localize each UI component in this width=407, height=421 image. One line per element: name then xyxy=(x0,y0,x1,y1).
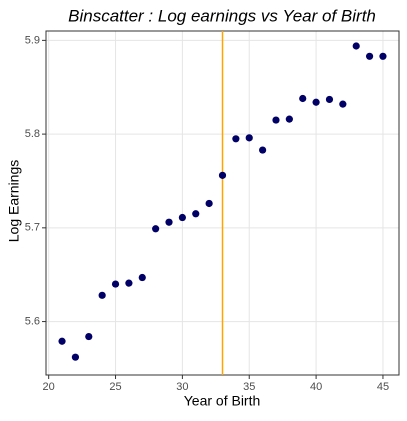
point xyxy=(192,210,200,218)
point xyxy=(178,213,186,222)
point xyxy=(299,94,307,103)
point xyxy=(379,52,387,60)
point xyxy=(312,98,320,106)
point xyxy=(152,225,160,233)
point xyxy=(352,42,360,50)
y-tick-label: 5.6 xyxy=(25,315,40,327)
point xyxy=(205,199,213,208)
x-tick-label: 35 xyxy=(243,381,255,393)
x-tick-label: 40 xyxy=(310,381,322,393)
point xyxy=(125,279,133,287)
y-tick-label: 5.9 xyxy=(25,34,40,46)
point xyxy=(111,280,120,288)
point xyxy=(339,100,347,108)
point xyxy=(138,273,146,282)
point xyxy=(71,353,80,361)
point xyxy=(272,116,280,124)
point xyxy=(218,171,227,179)
point xyxy=(58,337,66,345)
point xyxy=(285,115,293,123)
chart-title: Binscatter : Log earnings vs Year of Bir… xyxy=(68,6,376,25)
point xyxy=(232,135,240,143)
point xyxy=(245,134,253,142)
point xyxy=(98,291,106,299)
point xyxy=(165,218,173,226)
x-tick-label: 20 xyxy=(43,381,55,393)
x-tick-label: 30 xyxy=(176,381,188,393)
point xyxy=(365,52,374,60)
point xyxy=(325,95,334,104)
y-axis-label: Log Earnings xyxy=(6,160,22,243)
y-tick-label: 5.8 xyxy=(25,128,40,140)
point xyxy=(259,146,267,154)
x-tick-label: 25 xyxy=(109,381,121,393)
x-axis-label: Year of Birth xyxy=(184,393,261,409)
x-tick-label: 45 xyxy=(377,381,389,393)
y-tick-label: 5.7 xyxy=(25,222,40,234)
point xyxy=(85,332,93,341)
